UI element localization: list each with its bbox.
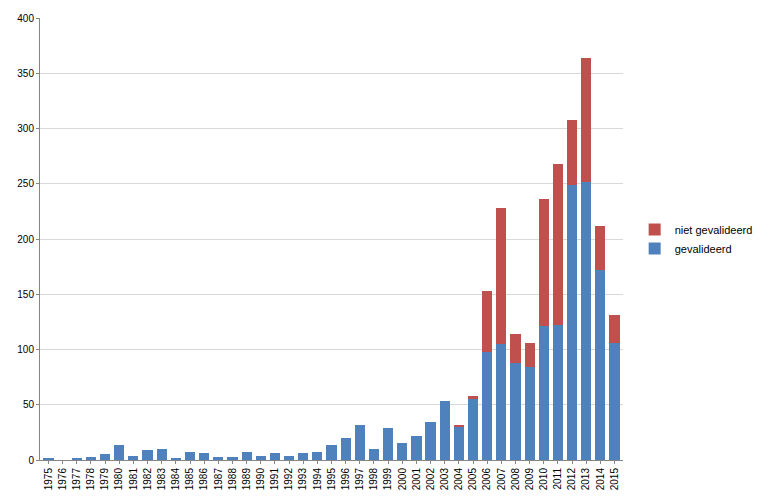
svg-text:niet gevalideerd: niet gevalideerd bbox=[675, 224, 753, 236]
svg-text:2014: 2014 bbox=[595, 468, 606, 491]
svg-text:1994: 1994 bbox=[312, 468, 323, 491]
svg-text:0: 0 bbox=[28, 455, 34, 466]
svg-text:2012: 2012 bbox=[566, 468, 577, 491]
svg-text:1984: 1984 bbox=[170, 468, 181, 491]
svg-text:1977: 1977 bbox=[71, 468, 82, 491]
svg-text:100: 100 bbox=[17, 344, 34, 355]
svg-text:1992: 1992 bbox=[283, 468, 294, 491]
svg-text:2007: 2007 bbox=[496, 468, 507, 491]
svg-text:2009: 2009 bbox=[524, 468, 535, 491]
svg-text:1976: 1976 bbox=[57, 468, 68, 491]
svg-text:1990: 1990 bbox=[255, 468, 266, 491]
svg-text:1980: 1980 bbox=[113, 468, 124, 491]
svg-text:1987: 1987 bbox=[213, 468, 224, 491]
svg-text:2015: 2015 bbox=[609, 468, 620, 491]
svg-text:1986: 1986 bbox=[198, 468, 209, 491]
svg-text:1997: 1997 bbox=[354, 468, 365, 491]
svg-text:300: 300 bbox=[17, 123, 34, 134]
svg-text:1988: 1988 bbox=[227, 468, 238, 491]
svg-text:250: 250 bbox=[17, 178, 34, 189]
svg-text:1996: 1996 bbox=[340, 468, 351, 491]
svg-text:50: 50 bbox=[23, 399, 35, 410]
svg-text:gevalideerd: gevalideerd bbox=[675, 243, 732, 255]
svg-text:1981: 1981 bbox=[128, 468, 139, 491]
svg-text:350: 350 bbox=[17, 68, 34, 79]
svg-text:200: 200 bbox=[17, 234, 34, 245]
svg-text:2004: 2004 bbox=[453, 468, 464, 491]
svg-text:2002: 2002 bbox=[425, 468, 436, 491]
svg-text:1993: 1993 bbox=[297, 468, 308, 491]
svg-text:1982: 1982 bbox=[142, 468, 153, 491]
svg-text:1998: 1998 bbox=[368, 468, 379, 491]
svg-text:2003: 2003 bbox=[439, 468, 450, 491]
svg-text:2006: 2006 bbox=[481, 468, 492, 491]
svg-text:2010: 2010 bbox=[538, 468, 549, 491]
svg-text:1975: 1975 bbox=[43, 468, 54, 491]
svg-text:2013: 2013 bbox=[580, 468, 591, 491]
svg-text:400: 400 bbox=[17, 13, 34, 24]
svg-text:1978: 1978 bbox=[85, 468, 96, 491]
svg-text:1989: 1989 bbox=[241, 468, 252, 491]
svg-text:1999: 1999 bbox=[382, 468, 393, 491]
svg-text:150: 150 bbox=[17, 289, 34, 300]
svg-text:2001: 2001 bbox=[411, 468, 422, 491]
svg-text:1995: 1995 bbox=[326, 468, 337, 491]
svg-text:1985: 1985 bbox=[184, 468, 195, 491]
svg-text:1991: 1991 bbox=[269, 468, 280, 491]
svg-text:2005: 2005 bbox=[467, 468, 478, 491]
svg-text:1979: 1979 bbox=[99, 468, 110, 491]
svg-text:1983: 1983 bbox=[156, 468, 167, 491]
svg-text:2000: 2000 bbox=[397, 468, 408, 491]
svg-text:2008: 2008 bbox=[510, 468, 521, 491]
svg-text:2011: 2011 bbox=[552, 468, 563, 490]
